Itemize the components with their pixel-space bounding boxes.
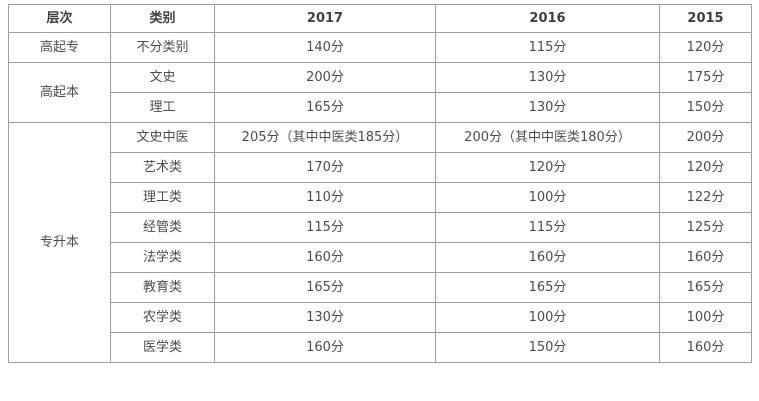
column-header: 2017 — [214, 4, 436, 33]
category-cell: 理工类 — [110, 182, 215, 213]
score-cell: 115分 — [214, 212, 436, 243]
score-cell: 200分 — [659, 122, 752, 153]
score-cell: 140分 — [214, 32, 436, 63]
score-cell: 120分 — [435, 152, 660, 183]
table-row: 经管类 115分 115分 125分 — [9, 212, 752, 243]
score-cell: 165分 — [214, 92, 436, 123]
column-header: 2016 — [435, 4, 660, 33]
score-cell: 122分 — [659, 182, 752, 213]
table-row: 高起本 文史 200分 130分 175分 — [8, 62, 752, 123]
score-cell: 125分 — [659, 212, 752, 243]
score-cell: 130分 — [435, 62, 660, 93]
score-cell: 160分 — [214, 242, 436, 273]
score-cell: 165分 — [435, 272, 660, 303]
column-header: 类别 — [110, 4, 215, 33]
score-cell: 100分 — [435, 302, 660, 333]
score-cell: 160分 — [214, 332, 436, 363]
table-row: 法学类 160分 160分 160分 — [9, 242, 752, 273]
header-row: 层次 类别 2017 2016 2015 — [8, 4, 752, 33]
score-table-container: 层次 类别 2017 2016 2015 高起专 不分类别 140分 115分 120分 高起本文… — [8, 4, 752, 363]
category-cell: 教育类 — [110, 272, 215, 303]
score-cell: 110分 — [214, 182, 436, 213]
score-cell: 160分 — [659, 242, 752, 273]
score-cell: 115分 — [435, 32, 660, 63]
score-cell: 165分 — [214, 272, 436, 303]
table-row: 教育类 165分 165分 165分 — [9, 272, 752, 303]
column-header: 2015 — [659, 4, 752, 33]
table-row: 专升本 文史中医 205分（其中中医类185分） 200分（其中中医类180分） 200… — [8, 122, 752, 363]
category-cell: 法学类 — [110, 242, 215, 273]
score-cell: 100分 — [659, 302, 752, 333]
table-row: 艺术类 170分 120分 120分 — [9, 152, 752, 183]
score-cell: 130分 — [214, 302, 436, 333]
column-header: 层次 — [8, 4, 111, 33]
score-cell: 200分 — [214, 62, 436, 93]
score-cell: 200分（其中中医类180分） — [435, 122, 660, 153]
score-table: 层次 类别 2017 2016 2015 高起专 不分类别 140分 115分 120分 高起本文… — [8, 4, 752, 363]
table-row: 医学类 160分 150分 160分 — [9, 332, 752, 363]
table-row: 高起专 不分类别 140分 115分 120分 — [8, 32, 752, 63]
score-cell: 165分 — [659, 272, 752, 303]
score-cell: 150分 — [659, 92, 752, 123]
category-cell: 文史 — [110, 62, 215, 93]
category-cell: 文史中医 — [110, 122, 215, 153]
level-cell: 高起本 — [8, 62, 111, 123]
category-cell: 农学类 — [110, 302, 215, 333]
table-row: 理工 165分 130分 150分 — [9, 92, 752, 123]
table-row: 农学类 130分 100分 100分 — [9, 302, 752, 333]
score-cell: 205分（其中中医类185分） — [214, 122, 436, 153]
score-cell: 175分 — [659, 62, 752, 93]
score-cell: 160分 — [659, 332, 752, 363]
score-cell: 115分 — [435, 212, 660, 243]
score-cell: 120分 — [659, 152, 752, 183]
level-cell: 高起专 — [8, 32, 111, 63]
category-cell: 医学类 — [110, 332, 215, 363]
score-cell: 150分 — [435, 332, 660, 363]
category-cell: 理工 — [110, 92, 215, 123]
table-row: 理工类 110分 100分 122分 — [9, 182, 752, 213]
category-cell: 不分类别 — [110, 32, 215, 63]
score-cell: 170分 — [214, 152, 436, 183]
category-cell: 经管类 — [110, 212, 215, 243]
category-cell: 艺术类 — [110, 152, 215, 183]
score-cell: 160分 — [435, 242, 660, 273]
score-cell: 130分 — [435, 92, 660, 123]
score-cell: 100分 — [435, 182, 660, 213]
score-cell: 120分 — [659, 32, 752, 63]
level-cell: 专升本 — [8, 122, 111, 363]
